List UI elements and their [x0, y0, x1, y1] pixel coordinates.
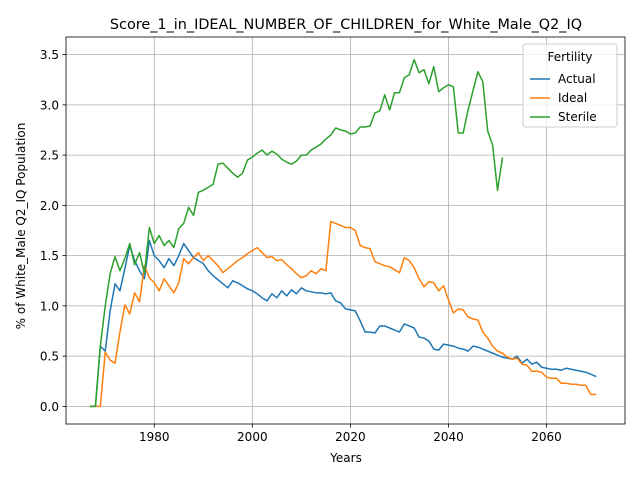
y-tick-label: 1.0 — [40, 299, 59, 313]
y-tick-label: 2.0 — [40, 199, 59, 213]
x-tick-label: 2040 — [433, 430, 464, 444]
x-tick-label: 2020 — [335, 430, 366, 444]
y-tick-label: 0.5 — [40, 350, 59, 364]
x-tick-label: 2000 — [237, 430, 268, 444]
legend: Fertility Actual Ideal Sterile — [522, 43, 618, 128]
x-tick-label: 2060 — [531, 430, 562, 444]
x-ticks: 1980 2000 2020 2040 2060 — [139, 424, 562, 444]
series-lines — [89, 58, 597, 408]
chart-title: Score_1_in_IDEAL_NUMBER_OF_CHILDREN_for_… — [110, 17, 582, 33]
series-line-ideal — [89, 220, 597, 408]
y-tick-label: 2.5 — [40, 149, 59, 163]
legend-box — [522, 43, 618, 128]
x-tick-label: 1980 — [139, 430, 170, 444]
legend-label-ideal: Ideal — [558, 91, 587, 105]
y-tick-label: 3.0 — [40, 98, 59, 112]
y-tick-label: 0.0 — [40, 400, 59, 414]
y-tick-label: 1.5 — [40, 249, 59, 263]
y-ticks: 0.0 0.5 1.0 1.5 2.0 2.5 3.0 3.5 — [40, 48, 66, 414]
grid-lines — [66, 37, 625, 424]
series-line-sterile — [89, 58, 504, 408]
legend-title: Fertility — [547, 50, 592, 64]
y-tick-label: 3.5 — [40, 48, 59, 62]
plot-frame — [65, 36, 626, 425]
legend-label-sterile: Sterile — [558, 110, 597, 124]
x-axis-label: Years — [329, 451, 362, 465]
legend-label-actual: Actual — [558, 72, 596, 86]
y-axis-label: % of White_Male Q2_IQ Population — [14, 123, 28, 330]
